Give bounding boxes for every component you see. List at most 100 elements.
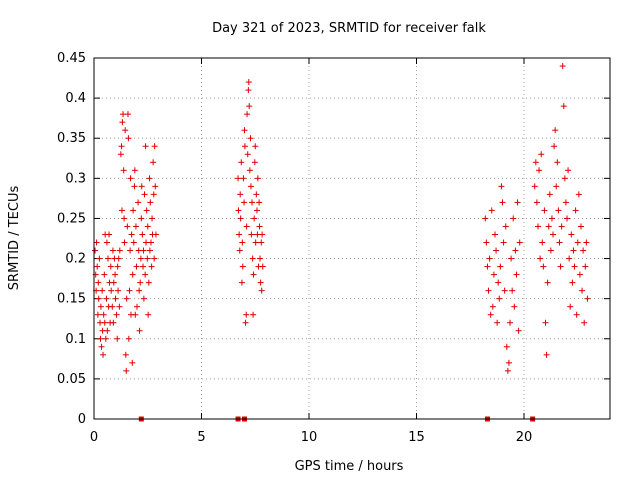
- data-point: [97, 335, 104, 342]
- data-point: [137, 255, 144, 262]
- data-point: [241, 143, 248, 150]
- data-point: [235, 175, 242, 182]
- data-point: [98, 343, 105, 350]
- data-point: [120, 167, 127, 174]
- data-point: [252, 143, 259, 150]
- data-point: [131, 167, 138, 174]
- data-point: [126, 287, 133, 294]
- data-point: [115, 287, 122, 294]
- data-point: [134, 303, 140, 310]
- data-point: [538, 151, 545, 158]
- data-point: [259, 263, 266, 270]
- data-point: [117, 151, 124, 158]
- data-point: [485, 287, 492, 294]
- data-point: [130, 207, 137, 214]
- data-point: [257, 279, 264, 286]
- data-point: [545, 223, 552, 230]
- data-point: [247, 183, 254, 190]
- data-point: [236, 231, 243, 238]
- data-point: [235, 207, 242, 214]
- data-point: [493, 247, 500, 254]
- data-point: [253, 191, 260, 198]
- data-point: [553, 183, 560, 190]
- data-point: [495, 279, 502, 286]
- data-point: [95, 279, 102, 286]
- data-point: [245, 87, 252, 94]
- data-point: [124, 111, 131, 118]
- data-point: [142, 143, 149, 150]
- data-point: [146, 175, 153, 182]
- data-point: [116, 303, 123, 310]
- data-point: [150, 191, 157, 198]
- data-point: [123, 367, 130, 374]
- data-point: [129, 271, 136, 278]
- data-point: [249, 199, 256, 206]
- data-point: [243, 311, 250, 318]
- y-tick-label: 0.35: [57, 131, 86, 146]
- data-point: [259, 231, 266, 238]
- data-point: [246, 103, 253, 110]
- x-axis-label: GPS time / hours: [295, 459, 404, 474]
- data-point: [151, 255, 158, 262]
- data-point: [136, 287, 143, 294]
- data-point: [237, 215, 244, 222]
- data-point: [141, 191, 148, 198]
- data-point: [557, 263, 564, 270]
- data-point: [552, 127, 559, 134]
- data-point: [103, 239, 110, 246]
- data-point: [116, 247, 123, 254]
- data-point: [534, 223, 541, 230]
- data-point: [562, 199, 569, 206]
- data-point: [579, 287, 586, 294]
- data-point: [147, 199, 154, 206]
- data-point: [494, 319, 501, 326]
- data-point: [582, 263, 589, 270]
- data-point: [541, 207, 548, 214]
- data-point: [555, 207, 562, 214]
- data-point: [571, 263, 578, 270]
- data-point: [241, 127, 248, 134]
- data-point: [584, 295, 591, 302]
- data-point: [577, 223, 584, 230]
- data-point: [543, 351, 550, 358]
- data-point: [516, 239, 523, 246]
- data-point: [100, 311, 107, 318]
- y-tick-label: 0.15: [57, 292, 86, 307]
- data-point: [104, 327, 111, 334]
- data-point: [236, 247, 243, 254]
- data-point: [137, 279, 144, 286]
- data-point: [144, 255, 151, 262]
- data-point: [110, 279, 117, 286]
- data-point: [253, 207, 260, 214]
- data-point: [548, 215, 555, 222]
- data-point: [121, 239, 128, 246]
- data-point: [130, 239, 137, 246]
- data-point: [510, 215, 517, 222]
- data-point: [118, 143, 125, 150]
- data-point: [533, 199, 540, 206]
- data-point: [109, 303, 116, 310]
- data-point: [240, 175, 247, 182]
- data-point: [139, 231, 146, 238]
- x-tick-label: 5: [197, 430, 205, 445]
- data-point: [101, 319, 108, 326]
- data-point: [119, 119, 126, 126]
- data-point: [152, 183, 159, 190]
- data-point: [576, 271, 583, 278]
- data-point: [122, 351, 129, 358]
- data-point: [247, 135, 254, 142]
- data-point: [151, 143, 158, 150]
- data-point: [121, 215, 128, 222]
- data-point: [567, 303, 574, 310]
- data-point: [112, 271, 119, 278]
- data-point: [583, 239, 590, 246]
- data-point: [565, 167, 572, 174]
- data-point: [574, 239, 581, 246]
- data-point: [118, 207, 125, 214]
- data-point: [94, 263, 101, 270]
- data-point: [503, 343, 510, 350]
- data-point: [94, 311, 101, 318]
- data-point: [569, 279, 576, 286]
- data-point: [108, 287, 115, 294]
- data-point: [95, 295, 102, 302]
